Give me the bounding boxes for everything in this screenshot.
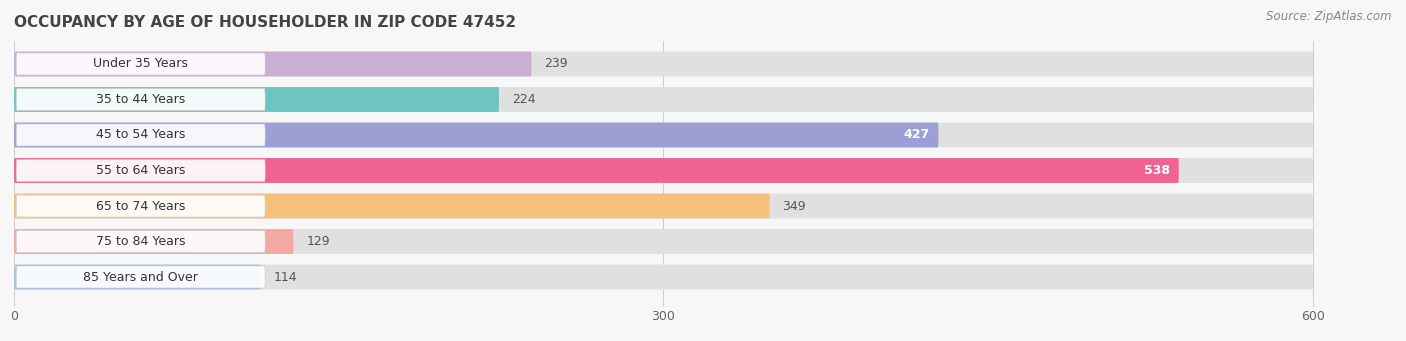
FancyBboxPatch shape bbox=[17, 266, 266, 288]
Text: Source: ZipAtlas.com: Source: ZipAtlas.com bbox=[1267, 10, 1392, 23]
Text: 538: 538 bbox=[1144, 164, 1170, 177]
Text: 45 to 54 Years: 45 to 54 Years bbox=[96, 129, 186, 142]
FancyBboxPatch shape bbox=[14, 158, 1313, 183]
FancyBboxPatch shape bbox=[14, 158, 1178, 183]
FancyBboxPatch shape bbox=[17, 53, 266, 75]
Text: Under 35 Years: Under 35 Years bbox=[93, 58, 188, 71]
Text: 129: 129 bbox=[307, 235, 330, 248]
Text: 55 to 64 Years: 55 to 64 Years bbox=[96, 164, 186, 177]
FancyBboxPatch shape bbox=[17, 231, 266, 252]
Text: 239: 239 bbox=[544, 58, 568, 71]
FancyBboxPatch shape bbox=[14, 194, 1313, 219]
Text: OCCUPANCY BY AGE OF HOUSEHOLDER IN ZIP CODE 47452: OCCUPANCY BY AGE OF HOUSEHOLDER IN ZIP C… bbox=[14, 15, 516, 30]
Text: 349: 349 bbox=[783, 199, 806, 212]
Text: 65 to 74 Years: 65 to 74 Years bbox=[96, 199, 186, 212]
Text: 427: 427 bbox=[904, 129, 929, 142]
Text: 114: 114 bbox=[274, 270, 298, 283]
FancyBboxPatch shape bbox=[17, 89, 266, 110]
FancyBboxPatch shape bbox=[14, 51, 1313, 76]
FancyBboxPatch shape bbox=[14, 265, 1313, 290]
FancyBboxPatch shape bbox=[14, 194, 769, 219]
Text: 85 Years and Over: 85 Years and Over bbox=[83, 270, 198, 283]
FancyBboxPatch shape bbox=[14, 87, 1313, 112]
FancyBboxPatch shape bbox=[17, 124, 266, 146]
FancyBboxPatch shape bbox=[14, 265, 262, 290]
FancyBboxPatch shape bbox=[14, 122, 1313, 147]
FancyBboxPatch shape bbox=[14, 122, 938, 147]
FancyBboxPatch shape bbox=[14, 87, 499, 112]
FancyBboxPatch shape bbox=[17, 195, 266, 217]
FancyBboxPatch shape bbox=[14, 229, 294, 254]
FancyBboxPatch shape bbox=[17, 160, 266, 181]
FancyBboxPatch shape bbox=[14, 51, 531, 76]
Text: 35 to 44 Years: 35 to 44 Years bbox=[96, 93, 186, 106]
Text: 224: 224 bbox=[512, 93, 536, 106]
FancyBboxPatch shape bbox=[14, 229, 1313, 254]
Text: 75 to 84 Years: 75 to 84 Years bbox=[96, 235, 186, 248]
